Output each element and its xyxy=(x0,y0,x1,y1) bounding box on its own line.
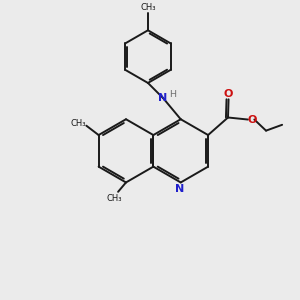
Text: CH₃: CH₃ xyxy=(140,3,156,12)
Text: H: H xyxy=(169,90,176,99)
Text: CH₃: CH₃ xyxy=(70,119,86,128)
Text: O: O xyxy=(224,89,233,99)
Text: N: N xyxy=(158,93,167,103)
Text: N: N xyxy=(175,184,184,194)
Text: CH₃: CH₃ xyxy=(106,194,122,203)
Text: O: O xyxy=(247,115,257,124)
